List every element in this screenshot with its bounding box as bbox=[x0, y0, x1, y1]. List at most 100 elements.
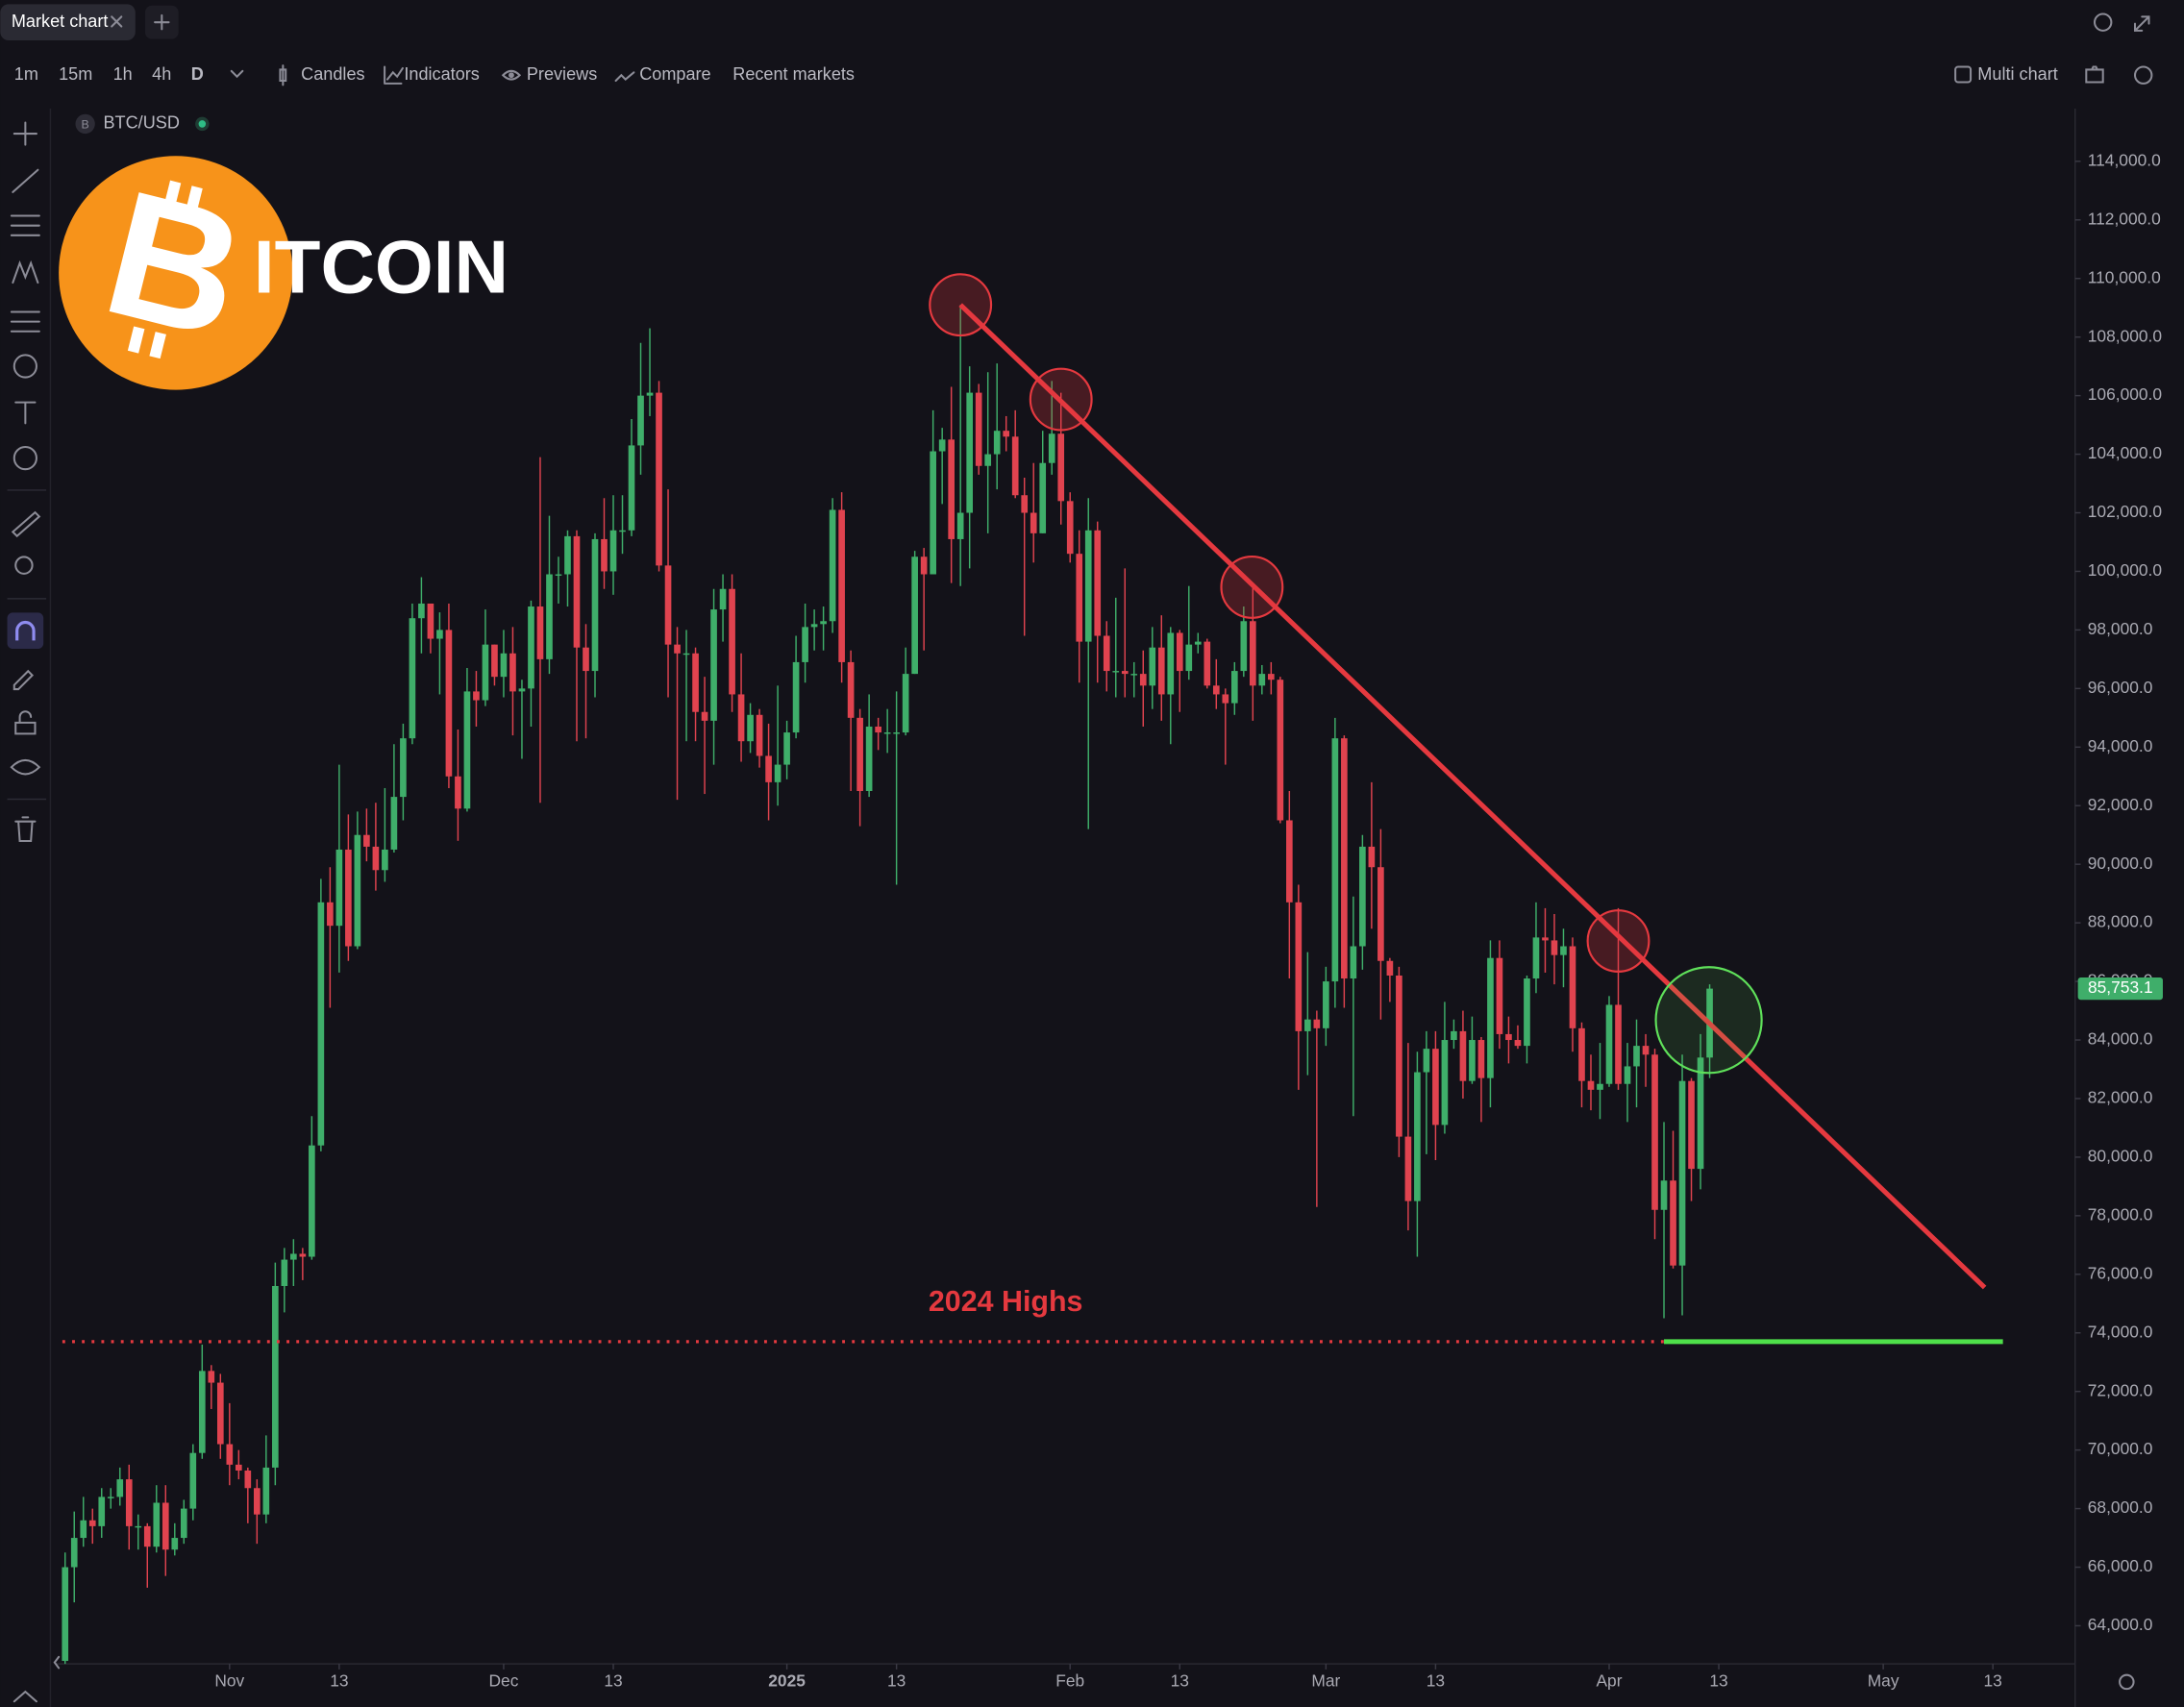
candles-icon[interactable] bbox=[279, 64, 287, 87]
fib-tool[interactable] bbox=[10, 214, 40, 236]
crosshair-tool[interactable] bbox=[12, 121, 37, 146]
y-tick-label: 96,000.0 bbox=[2088, 678, 2153, 697]
emoji-tool[interactable] bbox=[12, 445, 37, 471]
pattern-tool[interactable] bbox=[12, 260, 39, 284]
interval-button[interactable]: 15m bbox=[59, 64, 92, 84]
multi-chart-toggle[interactable]: Multi chart bbox=[1977, 64, 2057, 84]
candle-body bbox=[564, 535, 571, 575]
candle-body bbox=[1057, 433, 1065, 502]
candle-body bbox=[555, 574, 562, 576]
candle-body bbox=[427, 603, 434, 639]
candle-body bbox=[692, 653, 699, 712]
candle-body bbox=[1605, 1004, 1613, 1084]
toolbar-button[interactable]: Candles bbox=[301, 64, 364, 84]
candle-body bbox=[1560, 946, 1567, 955]
indicators-icon[interactable] bbox=[384, 65, 404, 85]
toolbar-button[interactable]: Recent markets bbox=[732, 64, 855, 84]
x-tick-label: 13 bbox=[1709, 1671, 1727, 1691]
candle-body bbox=[820, 621, 827, 625]
axis-settings[interactable] bbox=[2119, 1673, 2135, 1691]
candle-body bbox=[70, 1538, 78, 1568]
candle-body bbox=[335, 849, 343, 927]
compare-icon[interactable] bbox=[614, 71, 635, 83]
y-tick-label: 82,000.0 bbox=[2088, 1088, 2153, 1107]
trend-line-tool[interactable] bbox=[12, 168, 39, 193]
previews-icon[interactable] bbox=[501, 69, 522, 81]
candle-body bbox=[1212, 685, 1220, 695]
candle-body bbox=[1678, 1080, 1686, 1266]
candle-body bbox=[1176, 632, 1183, 672]
lock-tool[interactable] bbox=[14, 710, 37, 735]
candle-body bbox=[363, 834, 370, 847]
candle-body bbox=[1084, 530, 1092, 642]
multi-chart-checkbox[interactable] bbox=[1954, 65, 1973, 84]
scroll-left[interactable] bbox=[53, 1655, 61, 1670]
expand-icon[interactable] bbox=[2133, 15, 2150, 32]
highlight-circle bbox=[929, 273, 993, 337]
logo-bar bbox=[127, 326, 145, 354]
candle-body bbox=[765, 755, 772, 782]
candle-body bbox=[1130, 674, 1138, 676]
magnet-active[interactable] bbox=[7, 612, 44, 650]
candle-body bbox=[1011, 436, 1019, 496]
delete-tool[interactable] bbox=[14, 816, 37, 842]
new-tab-icon[interactable] bbox=[154, 13, 170, 31]
candle-body bbox=[591, 538, 599, 672]
interval-button[interactable]: 1h bbox=[113, 64, 133, 84]
interval-button[interactable]: 1m bbox=[14, 64, 38, 84]
candle-body bbox=[1240, 621, 1248, 672]
candle-body bbox=[180, 1508, 187, 1539]
axes: 64,000.0 66,000.0 68,000.0 70,000.0 72,000.0… bbox=[214, 150, 2163, 1691]
tab-close[interactable] bbox=[111, 15, 123, 28]
projection-tool[interactable] bbox=[10, 310, 40, 333]
candle-body bbox=[1167, 632, 1175, 695]
help-icon[interactable] bbox=[2133, 65, 2153, 85]
candle-body bbox=[400, 738, 407, 798]
annotations: 2024 Highs bbox=[62, 273, 2003, 1345]
settings-icon[interactable] bbox=[2093, 12, 2113, 32]
toolbar-button[interactable]: Previews bbox=[527, 64, 597, 84]
snapshot-icon[interactable] bbox=[2085, 65, 2104, 84]
x-tick-label: May bbox=[1868, 1671, 1899, 1691]
tab-title[interactable]: Market chart bbox=[12, 12, 109, 31]
candle-body bbox=[372, 846, 380, 871]
x-tick-label: Feb bbox=[1055, 1671, 1084, 1691]
drawing-toolbar bbox=[7, 108, 52, 1707]
candle-body bbox=[1368, 846, 1376, 868]
candle-body bbox=[509, 653, 516, 692]
y-tick-label: 106,000.0 bbox=[2088, 384, 2162, 404]
interval-button[interactable]: 4h bbox=[152, 64, 171, 84]
interval-dropdown[interactable] bbox=[230, 69, 244, 79]
magnet-tool[interactable] bbox=[15, 620, 36, 641]
candle-body bbox=[216, 1382, 224, 1445]
candle-body bbox=[1542, 937, 1549, 941]
toolbar-button[interactable]: Indicators bbox=[404, 64, 479, 84]
candle-body bbox=[966, 392, 974, 513]
candle-body bbox=[1277, 680, 1284, 821]
candle-body bbox=[783, 732, 790, 765]
candle-body bbox=[1386, 960, 1394, 976]
candle-body bbox=[938, 439, 946, 452]
candle-body bbox=[664, 565, 672, 645]
y-tick-label: 72,000.0 bbox=[2088, 1380, 2153, 1399]
y-tick-label: 108,000.0 bbox=[2088, 326, 2162, 345]
toolbar-button[interactable]: Compare bbox=[639, 64, 710, 84]
trendline bbox=[958, 303, 1987, 1290]
shape-tool[interactable] bbox=[12, 354, 37, 379]
interval-button[interactable]: D bbox=[191, 64, 204, 84]
highlight-circle bbox=[1654, 966, 1763, 1075]
previews-icon-dot[interactable] bbox=[509, 72, 514, 79]
measure-tool[interactable] bbox=[11, 510, 41, 538]
visibility-tool[interactable] bbox=[10, 758, 41, 776]
y-tick-label: 104,000.0 bbox=[2088, 443, 2162, 462]
candle-body bbox=[88, 1520, 96, 1526]
tab[interactable] bbox=[0, 4, 136, 41]
text-tool[interactable] bbox=[14, 401, 37, 425]
candle-body bbox=[975, 392, 982, 466]
symbol-name[interactable]: BTC/USD bbox=[103, 113, 179, 133]
zoom-tool[interactable] bbox=[14, 556, 34, 575]
candle-body bbox=[135, 1525, 142, 1528]
draw-mode-tool[interactable] bbox=[12, 669, 35, 691]
collapse-toggle[interactable] bbox=[12, 1690, 37, 1703]
